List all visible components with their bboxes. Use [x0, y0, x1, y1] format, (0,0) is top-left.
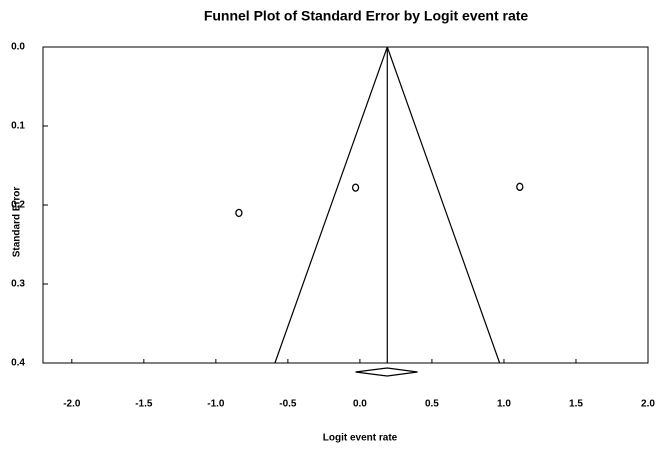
x-tick-label: -2.0 [63, 399, 81, 410]
x-tick-label: 0.5 [425, 399, 439, 410]
funnel-limit [274, 46, 388, 364]
chart-title: Funnel Plot of Standard Error by Logit e… [204, 8, 529, 24]
summary-diamond [355, 367, 418, 377]
x-tick-label: -1.5 [135, 399, 153, 410]
x-tick-label: 2.0 [641, 399, 655, 410]
x-tick-label: 0.0 [353, 399, 367, 410]
y-axis-label: Standard Error [12, 187, 23, 258]
y-tick-label: 0.0 [11, 42, 25, 53]
study-point [235, 208, 243, 218]
x-tick-label: -0.5 [279, 399, 297, 410]
y-tick-label: 0.4 [11, 358, 25, 369]
x-axis-label: Logit event rate [323, 433, 398, 444]
x-tick-label: 1.0 [497, 399, 511, 410]
plot-frame [42, 46, 649, 364]
x-tick-label: 1.5 [569, 399, 583, 410]
study-point [516, 182, 524, 191]
x-tick-label: -1.0 [207, 399, 225, 410]
study-point [351, 183, 360, 192]
y-tick-label: 0.2 [11, 200, 25, 211]
y-tick-label: 0.3 [11, 279, 25, 290]
y-tick-label: 0.1 [11, 121, 25, 132]
funnel-limit [386, 46, 501, 364]
